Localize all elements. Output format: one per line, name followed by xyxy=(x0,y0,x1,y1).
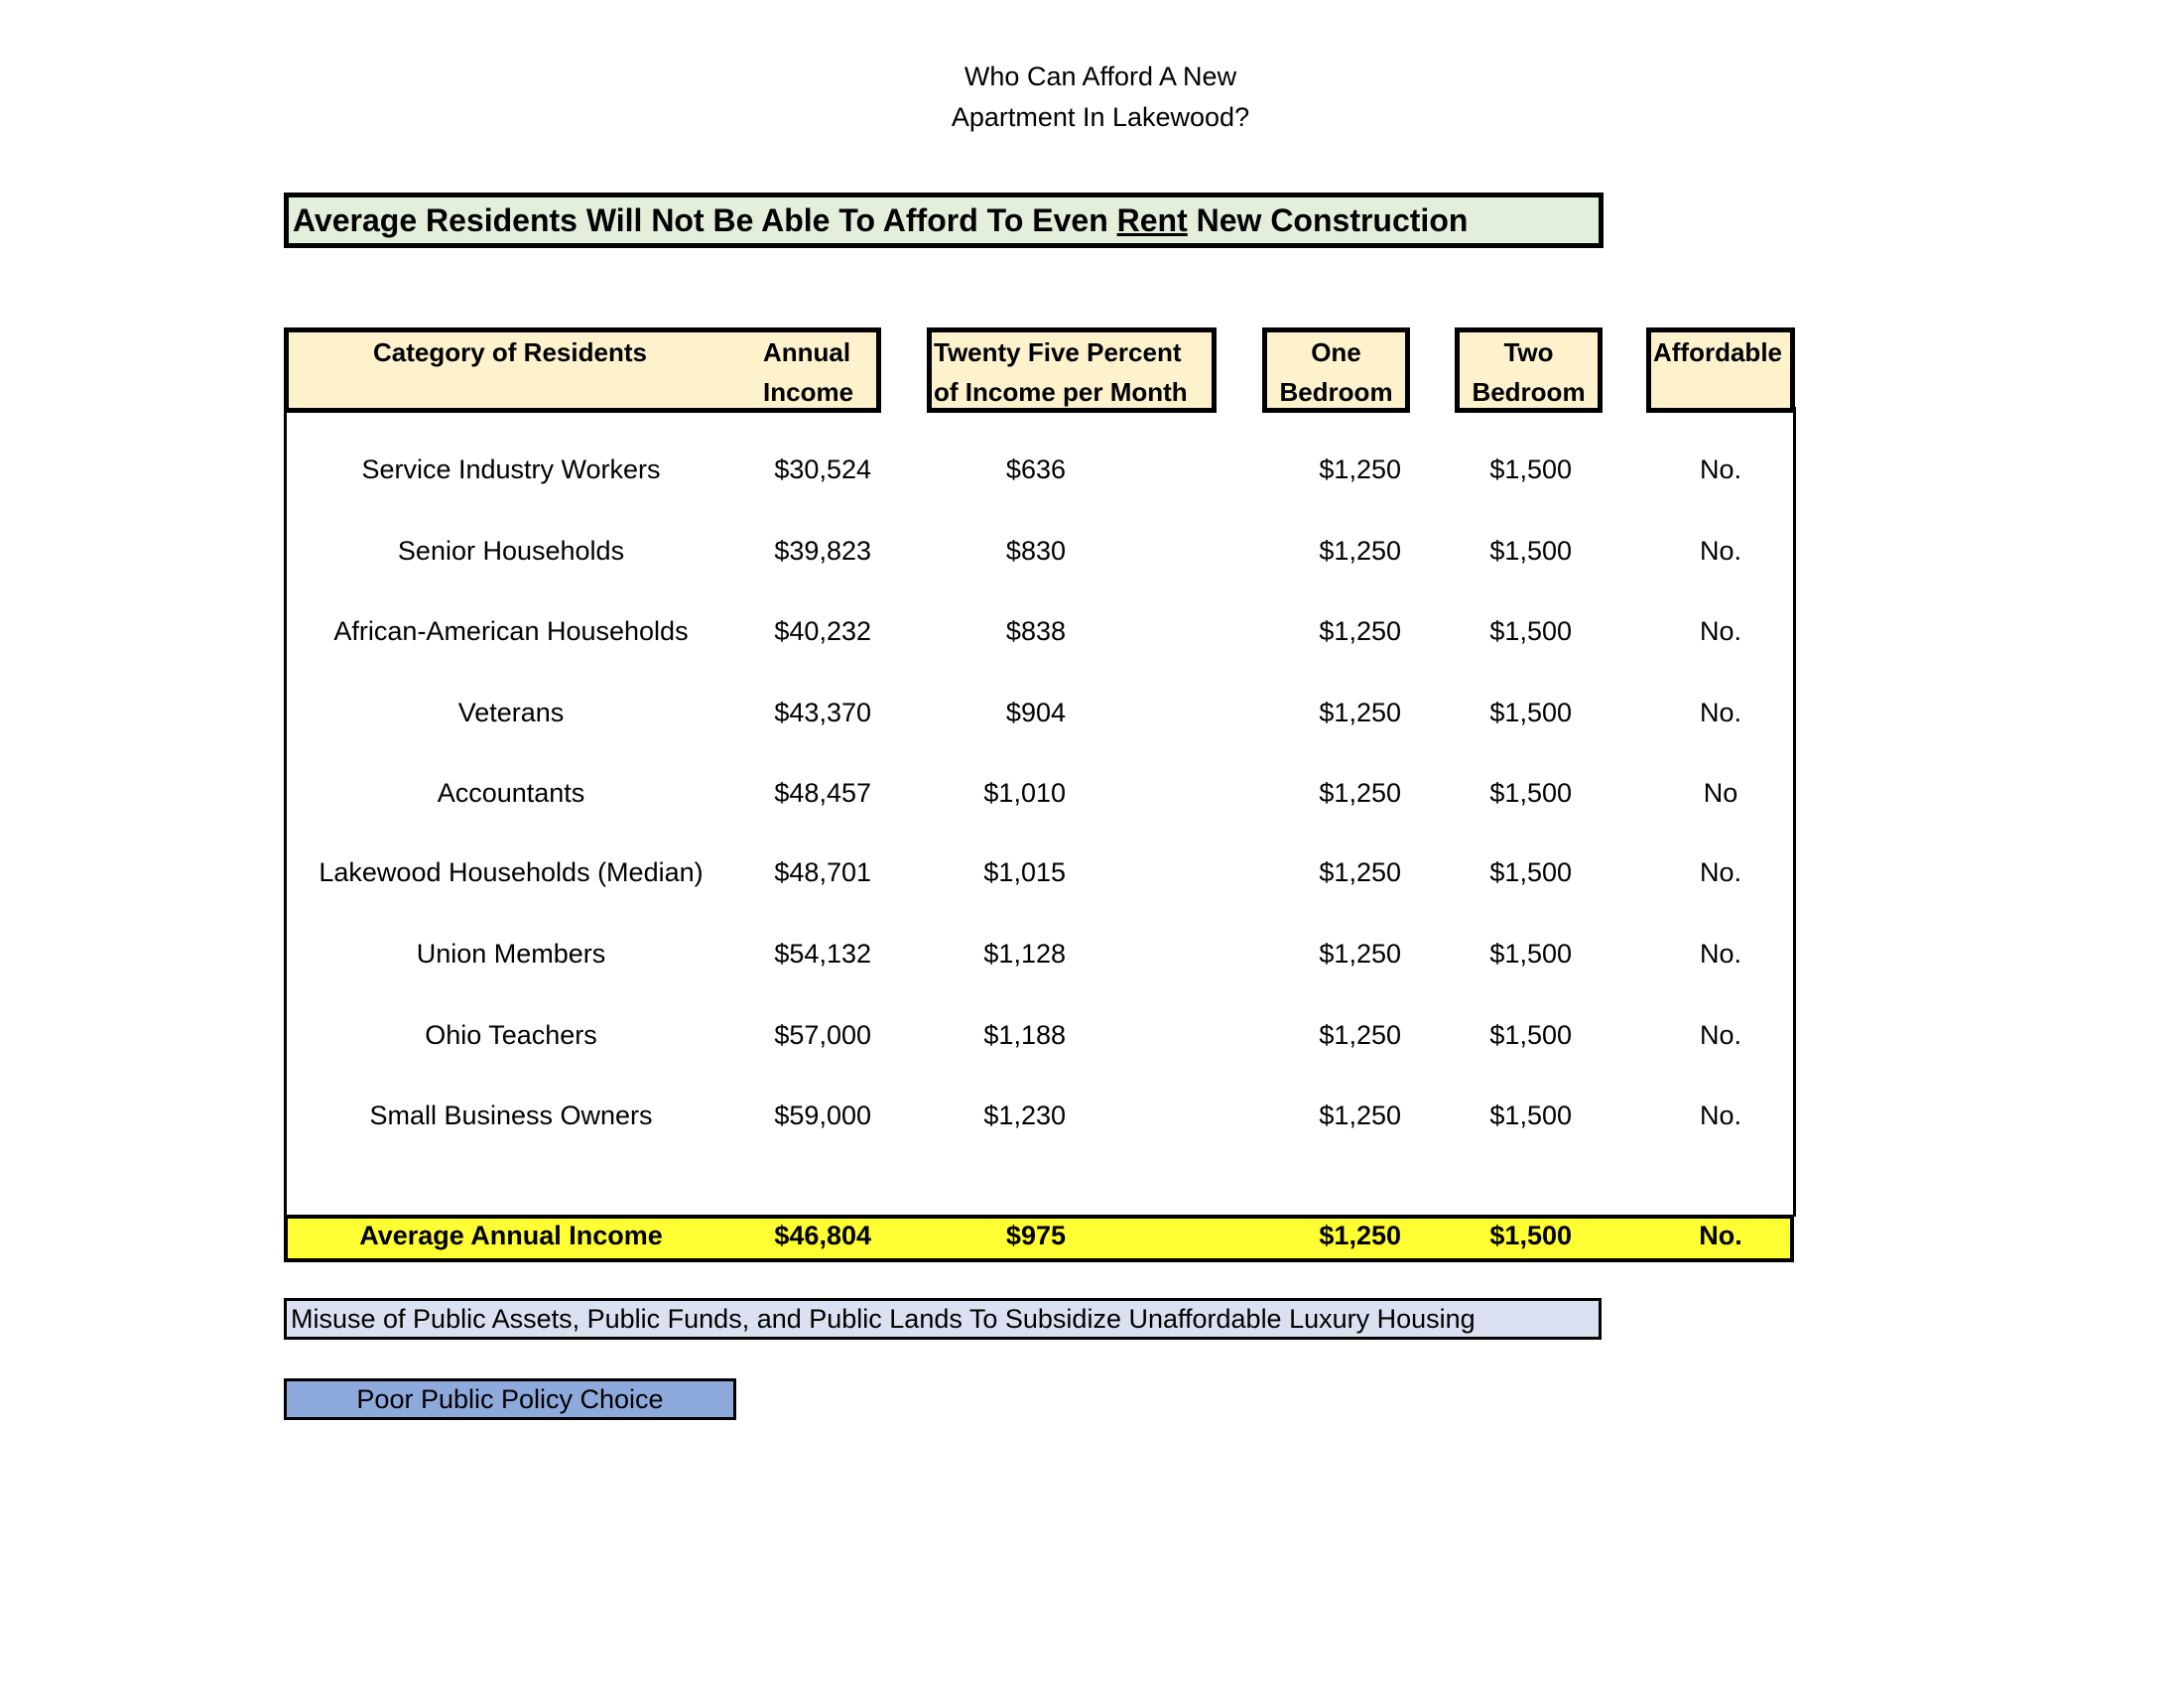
cell-two-bedroom: $1,500 xyxy=(1489,454,1572,484)
cell-affordable: No xyxy=(1703,778,1738,808)
cell-two-bedroom: $1,500 xyxy=(1489,939,1572,969)
header-affordable: Affordable xyxy=(1646,327,1795,413)
page-title-line1: Who Can Afford A New xyxy=(964,62,1237,91)
cell-two-bedroom: $1,500 xyxy=(1489,1020,1572,1050)
cell-two-bedroom: $1,500 xyxy=(1489,1101,1572,1130)
cell-category: Accountants xyxy=(437,778,585,808)
cell-one-bedroom: $1,250 xyxy=(1319,454,1401,484)
cell-affordable: No. xyxy=(1699,1020,1742,1050)
cell-monthly-budget: $1,188 xyxy=(983,1020,1066,1050)
cell-annual-income: $48,457 xyxy=(774,778,871,808)
table-frame xyxy=(284,407,1796,1217)
cell-monthly-budget: $1,230 xyxy=(983,1101,1066,1130)
cell-one-bedroom: $1,250 xyxy=(1319,857,1401,887)
cell-one-bedroom: $1,250 xyxy=(1319,939,1401,969)
header-text: One xyxy=(1311,337,1361,367)
header-text: Twenty Five Percent xyxy=(934,337,1182,367)
cell-annual-income: $39,823 xyxy=(774,536,871,566)
cell-category: Ohio Teachers xyxy=(425,1020,597,1050)
total-row xyxy=(284,1215,1794,1262)
total-one-bedroom: $1,250 xyxy=(1319,1221,1401,1250)
total-annual-income: $46,804 xyxy=(774,1221,871,1250)
cell-one-bedroom: $1,250 xyxy=(1319,616,1401,646)
cell-annual-income: $54,132 xyxy=(774,939,871,969)
cell-monthly-budget: $1,010 xyxy=(983,778,1066,808)
header-text: Two xyxy=(1503,337,1554,367)
header-two-bedroom: Two Bedroom xyxy=(1455,327,1603,413)
cell-two-bedroom: $1,500 xyxy=(1489,857,1572,887)
cell-affordable: No. xyxy=(1699,1101,1742,1130)
cell-one-bedroom: $1,250 xyxy=(1319,536,1401,566)
cell-monthly-budget: $1,128 xyxy=(983,939,1066,969)
cell-annual-income: $48,701 xyxy=(774,857,871,887)
cell-category: Veterans xyxy=(457,698,565,727)
cell-annual-income: $30,524 xyxy=(774,454,871,484)
header-category: Category of Residents xyxy=(373,337,647,367)
header-one-bedroom: One Bedroom xyxy=(1262,327,1410,413)
headline-banner: Average Residents Will Not Be Able To Af… xyxy=(284,193,1604,248)
header-text: Bedroom xyxy=(1279,377,1393,407)
cell-monthly-budget: $1,015 xyxy=(983,857,1066,887)
cell-affordable: No. xyxy=(1699,616,1742,646)
cell-category: Union Members xyxy=(416,939,606,969)
cell-two-bedroom: $1,500 xyxy=(1489,778,1572,808)
cell-category: Small Business Owners xyxy=(369,1101,653,1130)
total-monthly: $975 xyxy=(1005,1221,1066,1250)
cell-one-bedroom: $1,250 xyxy=(1319,778,1401,808)
cell-category: Lakewood Households (Median) xyxy=(319,857,704,887)
cell-affordable: No. xyxy=(1699,939,1742,969)
cell-affordable: No. xyxy=(1699,454,1742,484)
cell-affordable: No. xyxy=(1699,536,1742,566)
header-twenty-five-percent: Twenty Five Percent of Income per Month xyxy=(927,327,1217,413)
cell-monthly-budget: $830 xyxy=(1005,536,1066,566)
cell-annual-income: $40,232 xyxy=(774,616,871,646)
header-annual: Annual xyxy=(763,337,851,367)
cell-monthly-budget: $904 xyxy=(1005,698,1066,727)
header-text: Affordable xyxy=(1653,337,1782,367)
header-text: of Income per Month xyxy=(934,377,1188,407)
cell-annual-income: $43,370 xyxy=(774,698,871,727)
misuse-note: Misuse of Public Assets, Public Funds, a… xyxy=(284,1298,1602,1340)
cell-annual-income: $57,000 xyxy=(774,1020,871,1050)
banner-text: Average Residents Will Not Be Able To Af… xyxy=(293,202,1117,238)
cell-two-bedroom: $1,500 xyxy=(1489,616,1572,646)
cell-category: Service Industry Workers xyxy=(361,454,661,484)
cell-affordable: No. xyxy=(1699,857,1742,887)
total-two-bedroom: $1,500 xyxy=(1489,1221,1572,1250)
poor-policy-note: Poor Public Policy Choice xyxy=(284,1378,736,1420)
cell-two-bedroom: $1,500 xyxy=(1489,536,1572,566)
cell-monthly-budget: $636 xyxy=(1005,454,1066,484)
cell-one-bedroom: $1,250 xyxy=(1319,1020,1401,1050)
total-affordable: No. xyxy=(1699,1221,1742,1250)
header-category-income: Category of Residents Annual Income xyxy=(284,327,881,413)
cell-category: African-American Households xyxy=(333,616,689,646)
banner-underlined-word: Rent xyxy=(1116,202,1188,238)
banner-text-end: New Construction xyxy=(1187,202,1469,238)
cell-affordable: No. xyxy=(1699,698,1742,727)
cell-one-bedroom: $1,250 xyxy=(1319,1101,1401,1130)
cell-one-bedroom: $1,250 xyxy=(1319,698,1401,727)
header-income: Income xyxy=(763,377,854,407)
cell-monthly-budget: $838 xyxy=(1005,616,1066,646)
total-label: Average Annual Income xyxy=(359,1221,663,1250)
page-title-line2: Apartment In Lakewood? xyxy=(951,102,1250,132)
cell-annual-income: $59,000 xyxy=(774,1101,871,1130)
cell-category: Senior Households xyxy=(397,536,625,566)
cell-two-bedroom: $1,500 xyxy=(1489,698,1572,727)
header-text: Bedroom xyxy=(1472,377,1586,407)
